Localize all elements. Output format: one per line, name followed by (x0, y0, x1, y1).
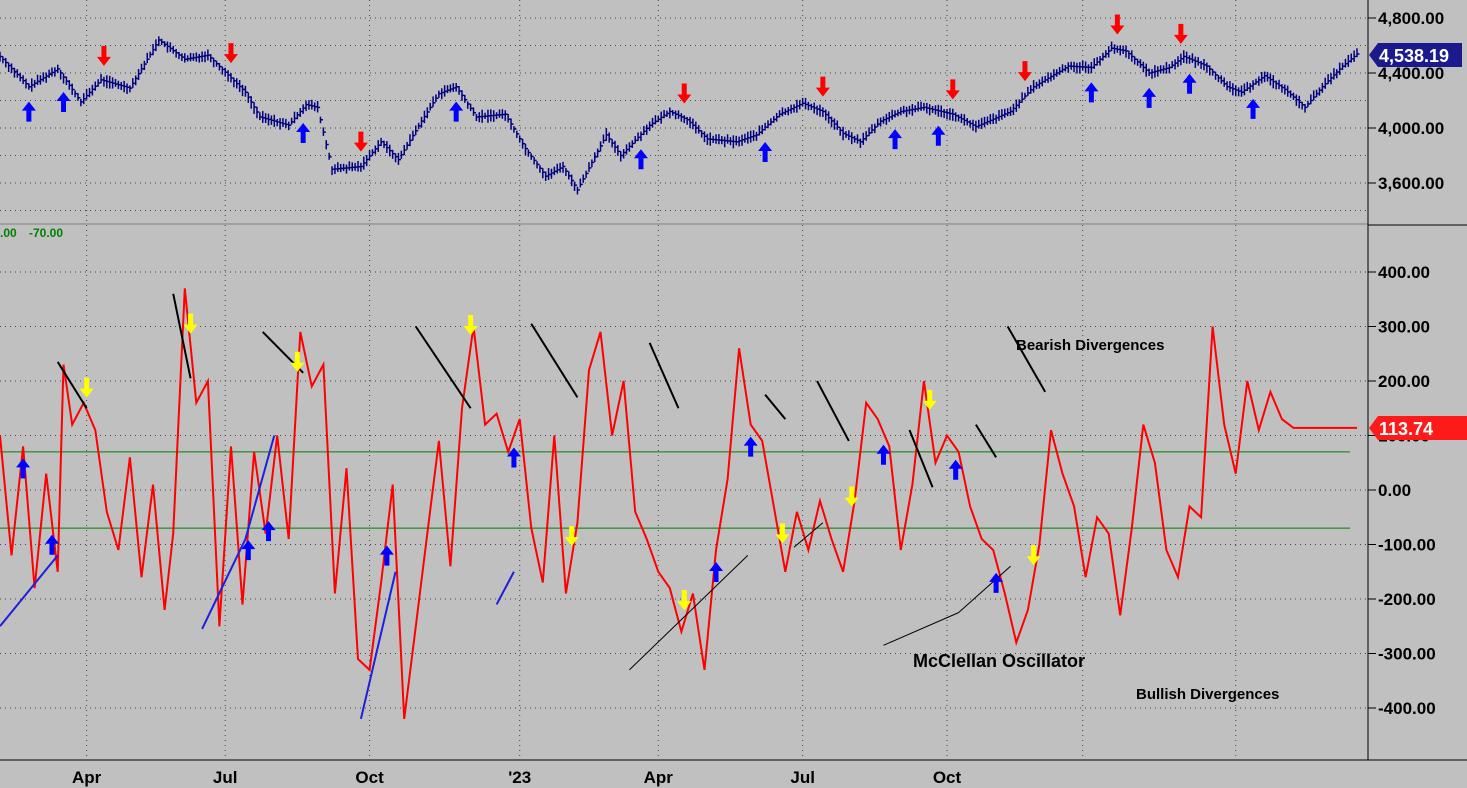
price-sell-arrow (815, 76, 830, 97)
bullish-divergence-line (244, 435, 276, 540)
oscillator-buy-arrow (44, 534, 59, 555)
price-last-value-tag: 4,538.19 (1369, 43, 1462, 67)
price-sell-arrow (96, 45, 111, 66)
oscillator-tick-label: 0.00 (1378, 481, 1411, 500)
bearish-divergence-line (958, 565, 1011, 613)
oscillator-sell-arrow (463, 314, 478, 335)
price-buy-arrow (888, 129, 903, 150)
x-tick-label: Jul (790, 768, 815, 787)
price-buy-arrow (21, 101, 36, 122)
oscillator-tick-label: -200.00 (1378, 590, 1436, 609)
price-buy-arrow (758, 142, 773, 163)
price-sell-arrow (223, 43, 238, 64)
oscillator-sell-arrow (183, 313, 198, 334)
oscillator-tick-label: 300.00 (1378, 318, 1430, 337)
price-buy-arrow (449, 101, 464, 122)
price-tick-label: 4,000.00 (1378, 119, 1444, 138)
oscillator-buy-arrow (16, 458, 31, 479)
oscillator-sell-arrow (844, 486, 859, 507)
label-layer: .00 -70.00 Bearish Divergences McClellan… (0, 43, 1467, 703)
bearish-divergence-line (56, 361, 88, 409)
oscillator-tick-label: -400.00 (1378, 699, 1436, 718)
bearish-divergence-line (172, 293, 192, 379)
bearish-divergence-line (883, 612, 959, 646)
bearish-divergence-line (908, 429, 934, 488)
price-buy-arrow (633, 149, 648, 170)
x-tick-label: Apr (72, 768, 102, 787)
annotation-oscillator-title: McClellan Oscillator (913, 651, 1085, 671)
price-buy-arrow (1182, 73, 1197, 94)
oscillator-buy-arrow (506, 447, 521, 468)
oscillator-sell-arrow (1026, 545, 1041, 566)
oscillator-sell-arrow (922, 389, 937, 410)
price-sell-arrow (677, 83, 692, 104)
x-tick-label: Jul (213, 768, 238, 787)
x-tick-label: Oct (355, 768, 384, 787)
price-tick-label: 4,400.00 (1378, 64, 1444, 83)
bearish-divergence-line (816, 380, 850, 442)
price-buy-arrow (1084, 82, 1099, 103)
x-tick-label: Apr (644, 768, 674, 787)
annotation-bearish-divergences: Bearish Divergences (1016, 337, 1164, 354)
x-tick-label: Oct (933, 768, 962, 787)
annotation-bullish-divergences: Bullish Divergences (1136, 686, 1279, 703)
bearish-divergence-line (1006, 326, 1047, 393)
bullish-divergence-line (359, 571, 397, 720)
price-sell-arrow (1017, 61, 1032, 82)
grid-layer (0, 0, 1368, 760)
bearish-divergence-line (764, 393, 787, 420)
bearish-divergence-line (530, 323, 579, 398)
price-last-value: 4,538.19 (1379, 46, 1449, 66)
oscillator-line (0, 288, 1357, 720)
oscillator-tick-label: -300.00 (1378, 645, 1436, 664)
oscillator-buy-arrow (989, 572, 1004, 593)
bearish-divergence-line (629, 555, 749, 671)
bearish-divergence-line (414, 325, 472, 409)
oscillator-last-value: 113.74 (1379, 419, 1433, 439)
price-sell-arrow (1173, 23, 1188, 44)
price-sell-arrow (353, 131, 368, 152)
bullish-divergence-line (0, 554, 59, 627)
oscillator-tick-label: -100.00 (1378, 536, 1436, 555)
price-panel (0, 14, 1360, 195)
reference-line-label-lower: -70.00 (29, 226, 63, 240)
reference-line-label-upper: .00 (0, 226, 17, 240)
oscillator-buy-arrow (261, 521, 276, 542)
oscillator-sell-arrow (564, 526, 579, 547)
price-buy-arrow (296, 122, 311, 143)
oscillator-buy-arrow (241, 540, 256, 561)
price-tick-label: 3,600.00 (1378, 174, 1444, 193)
bearish-divergence-line (793, 522, 824, 548)
price-buy-arrow (56, 92, 71, 112)
oscillator-sell-arrow (290, 351, 305, 372)
bullish-divergence-line (201, 538, 247, 630)
oscillator-last-value-tag: 113.74 (1369, 416, 1467, 440)
price-sell-arrow (1110, 14, 1125, 35)
price-buy-arrow (931, 125, 946, 146)
oscillator-buy-arrow (379, 545, 394, 566)
oscillator-tick-label: 400.00 (1378, 263, 1430, 282)
price-buy-arrow (1142, 87, 1157, 108)
oscillator-tick-label: 200.00 (1378, 372, 1430, 391)
price-buy-arrow (1246, 98, 1261, 119)
bearish-divergence-line (648, 342, 680, 409)
bullish-divergence-line (495, 571, 515, 605)
oscillator-buy-arrow (948, 459, 963, 480)
oscillator-sell-arrow (79, 377, 94, 398)
oscillator-buy-arrow (709, 561, 724, 582)
oscillator-sell-arrow (677, 590, 692, 611)
oscillator-buy-arrow (743, 436, 758, 457)
x-tick-label: '23 (508, 768, 531, 787)
bearish-divergence-line (975, 424, 997, 458)
price-sell-arrow (945, 79, 960, 100)
oscillator-sell-arrow (775, 523, 790, 544)
oscillator-buy-arrow (876, 444, 891, 465)
price-tick-label: 4,800.00 (1378, 9, 1444, 28)
oscillator-panel (0, 288, 1357, 720)
